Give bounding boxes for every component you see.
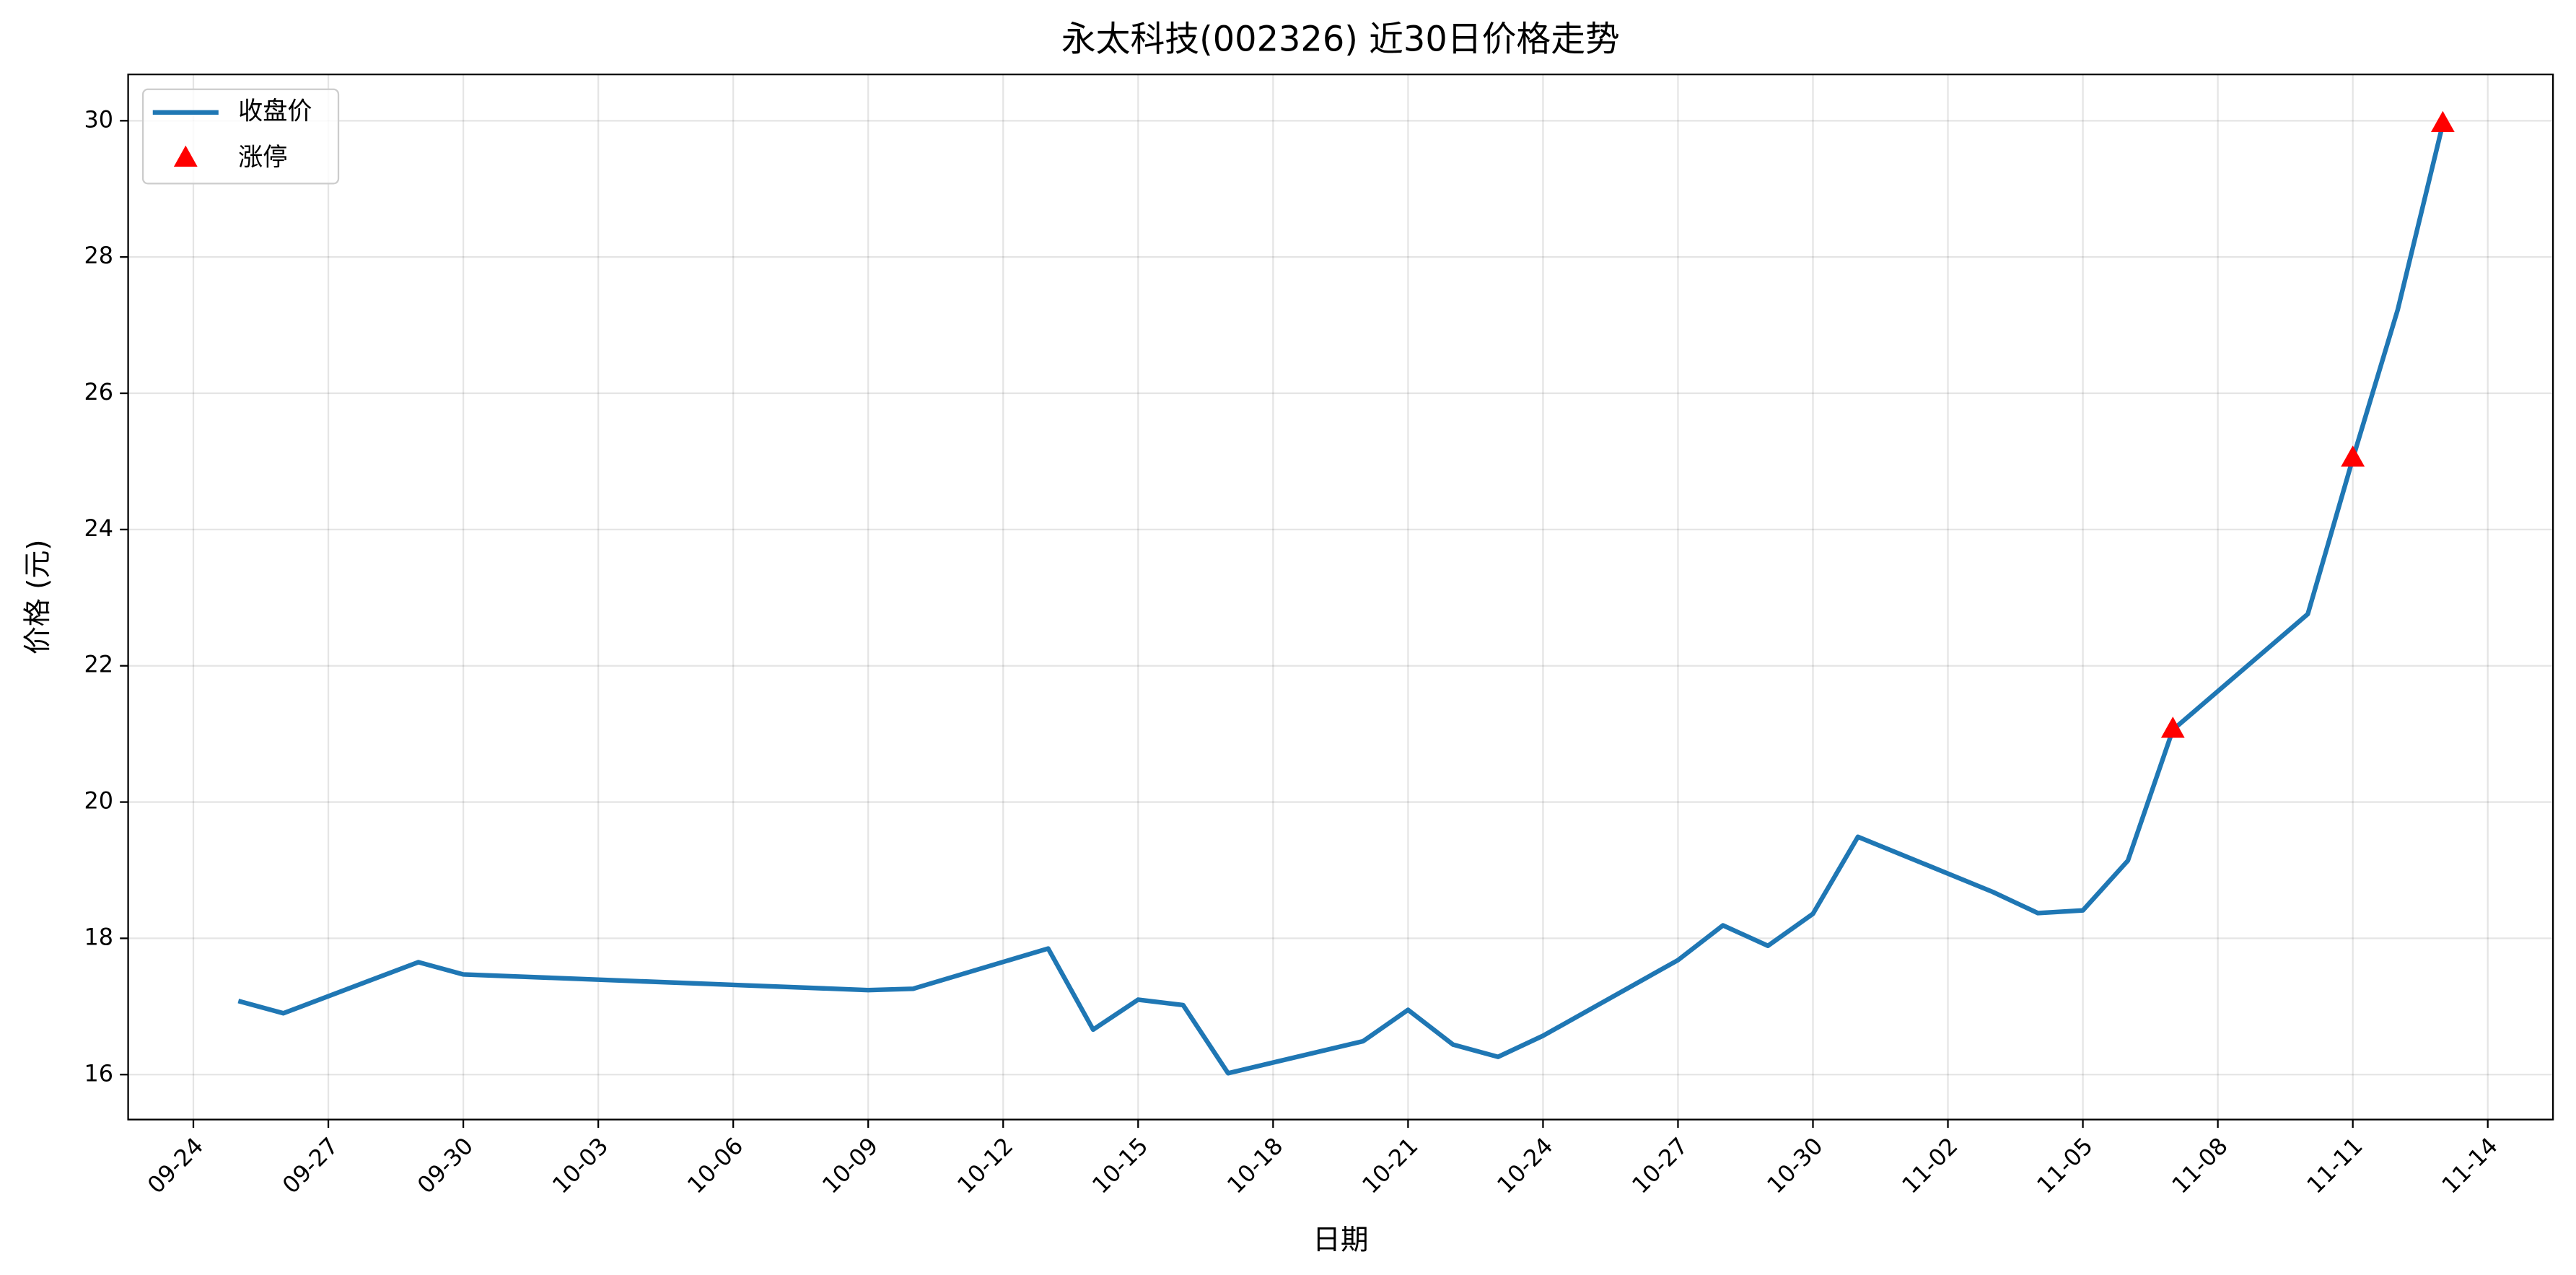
legend-marker (173, 145, 198, 167)
chart-title: 永太科技(002326) 近30日价格走势 (1061, 19, 1620, 59)
price-line (237, 123, 2445, 1076)
y-axis-label: 价格 (元) (22, 540, 54, 655)
y-tick-label: 20 (84, 787, 114, 814)
y-tick-label: 24 (84, 514, 114, 542)
y-tick-label: 30 (84, 105, 114, 133)
legend-label: 收盘价 (238, 97, 312, 126)
plot-frame (127, 73, 2554, 1121)
y-tick-label: 28 (84, 242, 114, 269)
x-axis-label: 日期 (1313, 1224, 1368, 1257)
limit-up-marker (2160, 717, 2185, 738)
y-tick-label: 16 (84, 1059, 114, 1087)
y-tick-label: 18 (84, 923, 114, 950)
limit-up-marker (2430, 110, 2455, 133)
y-tick-label: 26 (84, 378, 114, 406)
limit-up-marker (2341, 445, 2365, 467)
y-tick-label: 22 (84, 651, 114, 678)
legend-label: 涨停 (238, 143, 287, 172)
